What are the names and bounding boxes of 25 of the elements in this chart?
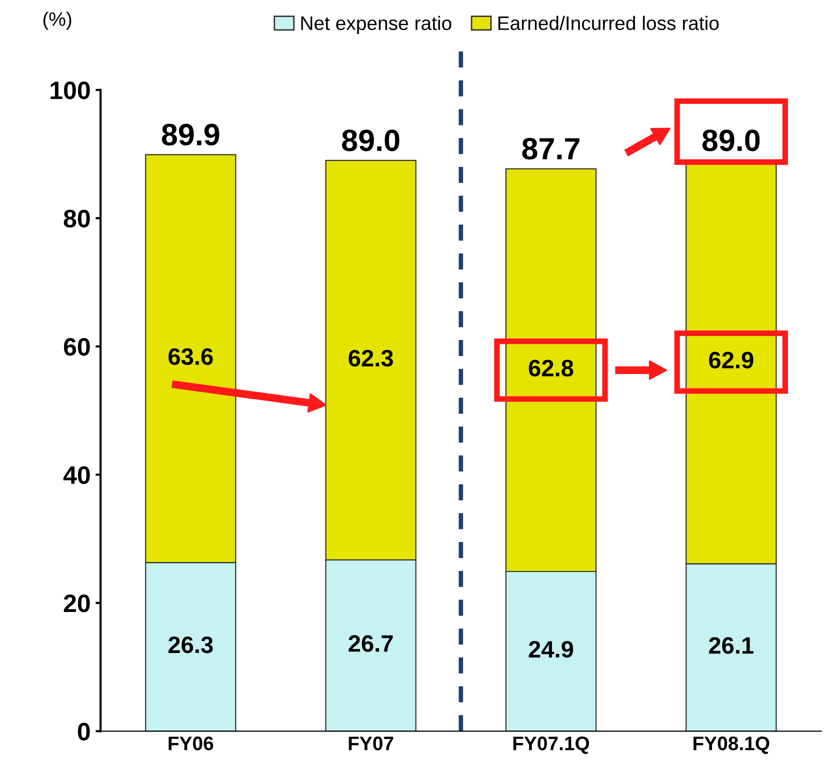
data-label: 62.8 (528, 360, 574, 376)
x-tick-label: FY08.1Q (694, 736, 770, 754)
y-tick-label: 100 (50, 82, 90, 100)
x-tick-label: FY07.1Q (513, 736, 590, 754)
legend-label: Net expense ratio (301, 16, 452, 34)
y-tick-label: 80 (64, 210, 90, 228)
data-label: 63.6 (168, 348, 213, 365)
data-label: 26.3 (168, 636, 213, 654)
data-label: 62.3 (348, 350, 393, 367)
data-label: 26.1 (709, 637, 754, 654)
y-tick-label: 20 (64, 594, 90, 612)
data-label: 26.7 (348, 635, 393, 652)
y-tick-label: 60 (64, 338, 90, 356)
total-label: 89.0 (342, 130, 400, 152)
total-label: 89.0 (702, 130, 760, 152)
y-tick-label: 0 (78, 722, 90, 740)
legend-label: Earned/Incurred loss ratio (498, 16, 719, 30)
x-tick-label: FY07 (348, 736, 394, 750)
x-tick-label: FY06 (168, 736, 214, 750)
total-label: 87.7 (522, 138, 580, 160)
y-tick-label: 40 (63, 466, 90, 484)
data-label: 24.9 (528, 640, 574, 658)
total-label: 89.9 (162, 124, 220, 146)
y-axis-title: (%) (43, 12, 72, 30)
data-label: 62.9 (709, 352, 754, 368)
